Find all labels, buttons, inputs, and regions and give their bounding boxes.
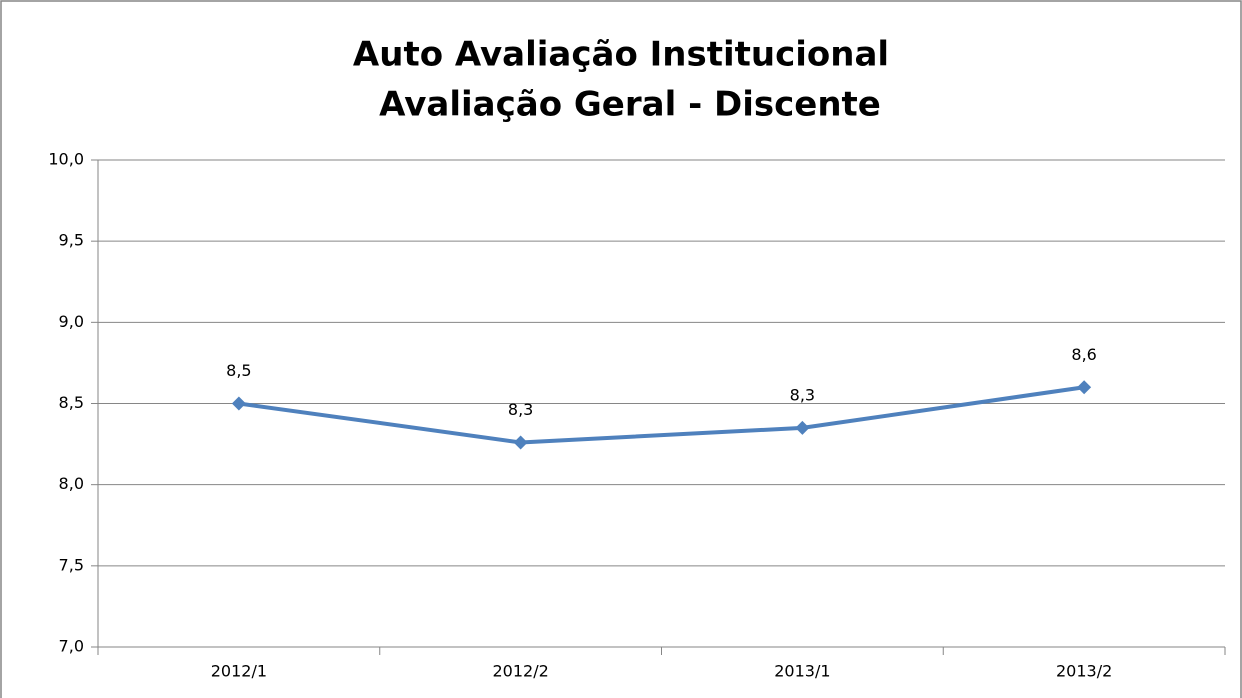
y-tick-label: 8,5	[59, 393, 84, 412]
data-label: 8,3	[790, 385, 815, 404]
chart-title: Avaliação Geral - Discente	[379, 85, 881, 125]
y-tick-label: 8,0	[59, 474, 84, 493]
y-tick-label: 9,0	[59, 312, 84, 331]
chart-title: Auto Avaliação Institucional	[353, 35, 889, 75]
data-label: 8,6	[1071, 345, 1096, 364]
marker	[1077, 380, 1092, 395]
x-tick-label: 2013/1	[774, 662, 830, 681]
y-tick-label: 7,5	[59, 555, 84, 574]
data-label: 8,3	[508, 400, 533, 419]
marker	[513, 435, 528, 450]
x-tick-label: 2013/2	[1056, 662, 1112, 681]
y-tick-label: 10,0	[48, 150, 84, 169]
y-tick-label: 9,5	[59, 231, 84, 250]
line	[238, 385, 1085, 445]
data-label: 8,5	[226, 361, 251, 380]
y-tick-label: 7,0	[59, 637, 84, 656]
x-tick-label: 2012/2	[492, 662, 548, 681]
marker	[231, 396, 246, 411]
x-tick-label: 2012/1	[211, 662, 267, 681]
marker	[795, 420, 810, 435]
